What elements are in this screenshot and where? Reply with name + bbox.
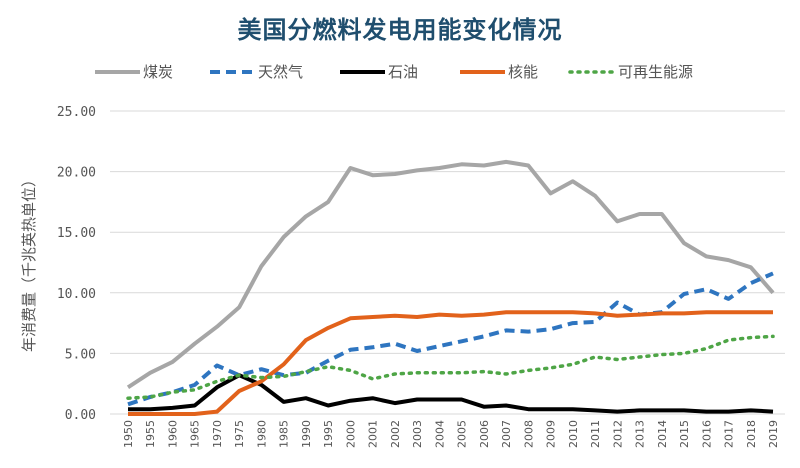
chart-title: 美国分燃料发电用能变化情况 <box>237 16 563 44</box>
x-tick-label: 2008 <box>522 420 535 448</box>
series-line-核能 <box>128 310 773 416</box>
x-tick-label: 1970 <box>211 420 224 448</box>
x-tick-label: 1990 <box>300 420 313 448</box>
x-tick-label: 2011 <box>589 420 602 448</box>
x-tick-label: 2004 <box>433 420 446 448</box>
y-tick-label: 25.00 <box>57 105 96 120</box>
x-tick-label: 1965 <box>189 420 202 448</box>
y-tick-label: 15.00 <box>57 226 96 241</box>
legend-label: 可再生能源 <box>618 63 693 81</box>
x-tick-label: 1980 <box>255 420 268 448</box>
x-tick-label: 2016 <box>700 420 713 448</box>
series-line-石油 <box>128 373 774 414</box>
y-tick-label: 0.00 <box>65 408 96 423</box>
x-tick-label: 1950 <box>122 420 135 448</box>
series-line-可再生能源 <box>126 334 775 400</box>
x-tick-label: 2017 <box>723 420 736 448</box>
x-tick-label: 2010 <box>567 420 580 448</box>
y-tick-label: 20.00 <box>57 166 96 181</box>
x-tick-label: 2015 <box>678 420 691 448</box>
x-tick-label: 2014 <box>656 420 669 448</box>
y-tick-label: 5.00 <box>65 347 96 362</box>
x-tick-label: 2007 <box>500 420 513 448</box>
x-tick-label: 1985 <box>278 420 291 448</box>
y-tick-label: 10.00 <box>57 287 96 302</box>
x-tick-label: 2018 <box>745 420 758 448</box>
x-tick-label: 1960 <box>166 420 179 448</box>
legend-label: 煤炭 <box>143 63 173 81</box>
series-line-煤炭 <box>126 159 775 389</box>
x-tick-label: 2019 <box>767 420 780 448</box>
x-tick-label: 2005 <box>456 420 469 448</box>
x-tick-label: 2002 <box>389 420 402 448</box>
x-tick-label: 2006 <box>478 420 491 448</box>
legend-label: 石油 <box>388 63 418 81</box>
series-line-天然气 <box>127 271 774 407</box>
legend-label: 天然气 <box>258 63 303 81</box>
x-tick-label: 2013 <box>634 420 647 448</box>
x-tick-label: 1975 <box>233 420 246 448</box>
legend-label: 核能 <box>508 63 538 81</box>
x-tick-label: 2001 <box>367 420 380 448</box>
x-tick-label: 2000 <box>344 420 357 448</box>
x-tick-label: 2009 <box>545 420 558 448</box>
x-tick-label: 1955 <box>144 420 157 448</box>
y-axis-label: 年消费量（千兆英热单位） <box>20 172 38 352</box>
x-tick-label: 2012 <box>611 420 624 448</box>
x-tick-label: 2003 <box>411 420 424 448</box>
x-tick-label: 1995 <box>322 420 335 448</box>
